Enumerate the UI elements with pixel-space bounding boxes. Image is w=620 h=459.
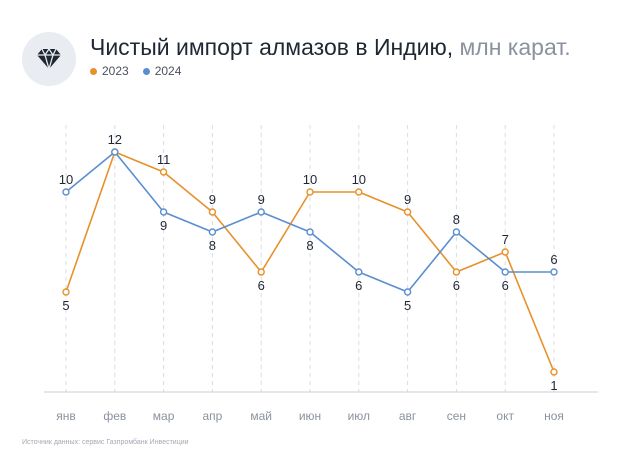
data-label-2023: 10: [303, 172, 317, 187]
data-label-2023: 11: [157, 152, 171, 167]
data-point-2023: [403, 208, 412, 216]
x-tick-label: окт: [496, 409, 514, 423]
data-point-2023: [257, 268, 265, 276]
source-note: Источник данных: сервис Газпромбанк Инве…: [22, 439, 189, 446]
data-label-2024: 6: [502, 278, 509, 293]
data-label-2023: 7: [502, 232, 509, 247]
title-unit: млн карат.: [459, 34, 571, 60]
data-label-2024: 10: [59, 172, 73, 187]
legend-dot-2023: [90, 67, 97, 75]
data-label-2024: 6: [550, 252, 557, 267]
x-tick-label: фев: [103, 409, 126, 423]
data-point-2023: [501, 248, 509, 256]
legend-dot-2024: [142, 67, 150, 75]
data-label-2023: 1: [550, 378, 557, 393]
x-tick-label: ноя: [544, 409, 564, 423]
legend-label-2024: 2024: [154, 64, 182, 78]
x-tick-label: июл: [348, 409, 370, 423]
x-tick-label: апр: [202, 409, 222, 423]
legend-label-2023: 2023: [102, 64, 129, 78]
data-label-2024: 9: [258, 192, 265, 207]
data-label-2023: 12: [108, 132, 122, 147]
data-label-2023: 5: [62, 298, 69, 313]
data-point-2023: [550, 368, 558, 376]
x-tick-label: янв: [56, 409, 76, 423]
data-label-2024: 8: [453, 212, 460, 227]
data-point-2023: [355, 188, 363, 196]
chart-title: Чистый импорт алмазов в Индию, млн карат…: [90, 34, 571, 61]
data-point-2024: [501, 268, 509, 276]
data-label-2023: 6: [258, 278, 265, 293]
data-point-2024: [452, 228, 461, 236]
x-tick-label: авг: [399, 409, 417, 423]
data-point-2024: [111, 148, 119, 156]
data-label-2024: 5: [404, 298, 411, 313]
logo-badge: [22, 32, 76, 86]
legend: 2023 2024: [90, 64, 181, 78]
data-point-2024: [159, 208, 168, 216]
x-tick-label: сен: [447, 409, 466, 423]
data-point-2024: [355, 268, 363, 276]
data-point-2024: [403, 288, 412, 296]
data-point-2024: [62, 188, 70, 196]
data-label-2024: 6: [355, 278, 362, 293]
data-point-2023: [452, 268, 461, 276]
legend-item-2023: 2023: [90, 64, 129, 78]
data-point-2024: [306, 228, 314, 236]
data-label-2023: 9: [209, 192, 216, 207]
x-tick-label: май: [250, 409, 272, 423]
data-label-2023: 10: [352, 172, 366, 187]
data-point-2024: [208, 228, 217, 236]
x-tick-label: июн: [299, 409, 321, 423]
data-point-2024: [550, 268, 558, 276]
data-point-2024: [257, 208, 265, 216]
title-main: Чистый импорт алмазов в Индию,: [90, 34, 454, 60]
data-label-2023: 9: [404, 192, 411, 207]
data-label-2024: 9: [160, 218, 167, 233]
x-tick-label: мар: [153, 409, 175, 423]
diamond-icon: [37, 48, 61, 70]
legend-item-2024: 2024: [142, 64, 182, 78]
data-point-2023: [306, 188, 314, 196]
data-point-2023: [159, 168, 168, 176]
data-point-2023: [208, 208, 217, 216]
data-point-2023: [62, 288, 70, 296]
data-label-2024: 8: [209, 238, 216, 253]
data-label-2024: 8: [306, 238, 313, 253]
data-label-2023: 6: [453, 278, 460, 293]
